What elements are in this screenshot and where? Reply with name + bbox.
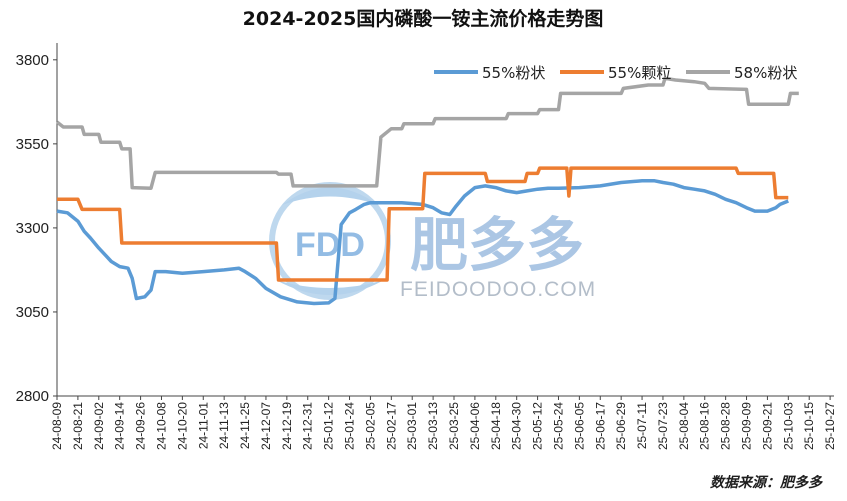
x-tick-label: 25-04-06 bbox=[468, 402, 482, 450]
x-tick-label: 25-09-09 bbox=[740, 402, 754, 450]
legend-label-58-powder: 58%粉状 bbox=[734, 64, 797, 82]
x-tick-label: 25-03-13 bbox=[426, 402, 440, 450]
x-tick-label: 24-12-19 bbox=[280, 402, 294, 450]
legend-label-55-granule: 55%颗粒 bbox=[608, 64, 671, 82]
x-tick-label: 25-02-05 bbox=[363, 402, 377, 450]
x-tick-label: 25-02-17 bbox=[384, 402, 398, 450]
x-tick-label: 24-11-13 bbox=[217, 402, 231, 449]
x-tick-label: 25-10-27 bbox=[823, 402, 837, 450]
x-tick-label: 25-08-04 bbox=[677, 402, 691, 450]
x-tick-label: 25-08-28 bbox=[719, 402, 733, 450]
x-tick-label: 25-09-21 bbox=[760, 402, 774, 450]
x-tick-label: 25-01-12 bbox=[322, 402, 336, 450]
x-tick-label: 25-04-30 bbox=[510, 402, 524, 450]
watermark: FDD 肥多多 FEIDOODOO.COM bbox=[269, 182, 596, 301]
x-tick-label: 25-06-05 bbox=[572, 402, 586, 450]
x-tick-label: 25-03-25 bbox=[447, 402, 461, 450]
x-tick-label: 24-09-26 bbox=[134, 402, 148, 450]
x-tick-label: 24-08-21 bbox=[71, 402, 85, 450]
x-tick-label: 24-08-09 bbox=[50, 402, 64, 450]
series-lines bbox=[55, 76, 799, 306]
x-tick-label: 25-01-24 bbox=[343, 402, 357, 450]
x-tick-label: 24-12-31 bbox=[301, 402, 315, 450]
x-tick-label: 25-10-15 bbox=[802, 402, 816, 450]
x-tick-label: 24-11-01 bbox=[196, 402, 210, 449]
y-tick-label: 3550 bbox=[16, 136, 49, 153]
x-tick-label: 25-10-03 bbox=[781, 402, 795, 450]
x-tick-label: 24-09-02 bbox=[92, 402, 106, 450]
watermark-wave-bottom bbox=[276, 280, 384, 295]
x-tick-label: 24-11-25 bbox=[238, 402, 252, 449]
chart-title: 2024-2025国内磷酸一铵主流价格走势图 bbox=[243, 7, 604, 30]
x-tick-label: 25-06-29 bbox=[614, 402, 628, 450]
x-tick-label: 24-10-08 bbox=[154, 402, 168, 450]
y-tick-label: 3050 bbox=[16, 304, 49, 321]
x-tick-label: 24-10-20 bbox=[175, 402, 189, 450]
y-tick-label: 2800 bbox=[16, 388, 49, 405]
x-tick-label: 25-07-23 bbox=[656, 402, 670, 450]
y-ticks: 2800 3050 3300 3550 3800 bbox=[16, 52, 57, 405]
legend: 55%粉状 55%颗粒 58%粉状 bbox=[434, 64, 797, 82]
series-line-55-powder bbox=[56, 179, 789, 306]
y-tick-label: 3800 bbox=[16, 52, 49, 69]
x-tick-label: 24-12-07 bbox=[259, 402, 273, 450]
x-tick-label: 25-03-01 bbox=[405, 402, 419, 450]
watermark-wave bbox=[282, 187, 378, 205]
series-line-55-granule bbox=[57, 166, 789, 282]
x-tick-label: 25-06-17 bbox=[593, 402, 607, 450]
x-tick-label: 24-09-14 bbox=[113, 402, 127, 450]
legend-label-55-powder: 55%粉状 bbox=[482, 64, 545, 82]
x-tick-label: 25-05-12 bbox=[531, 402, 545, 450]
y-tick-label: 3300 bbox=[16, 220, 49, 237]
data-source: 数据来源：肥多多 bbox=[710, 474, 823, 491]
watermark-brand-en: FEIDOODOO.COM bbox=[400, 278, 596, 301]
series-line-58-powder bbox=[55, 76, 799, 190]
x-ticks: 24-08-09 24-08-21 24-09-02 24-09-14 24-09-26… bbox=[50, 396, 837, 450]
watermark-badge: FDD bbox=[295, 226, 365, 264]
x-tick-label: 25-07-11 bbox=[635, 402, 649, 449]
x-tick-label: 25-05-24 bbox=[551, 402, 565, 450]
x-tick-label: 25-08-16 bbox=[698, 402, 712, 450]
watermark-brand-cn: 肥多多 bbox=[410, 211, 584, 279]
x-tick-label: 25-04-18 bbox=[489, 402, 503, 450]
